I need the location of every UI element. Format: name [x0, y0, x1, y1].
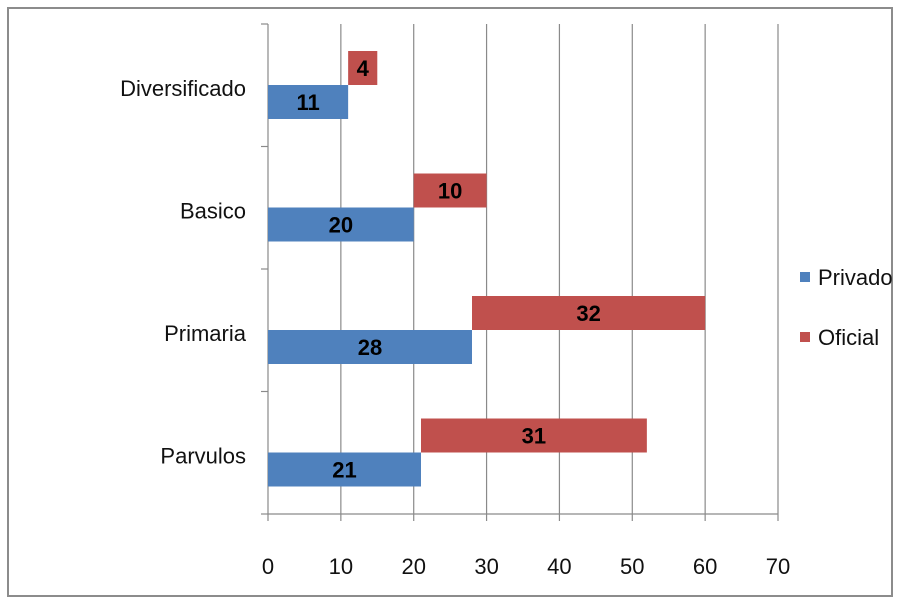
labels: 0 10 20 30 40 50 60 70 Parvulos 21 31 Primaria 28 32 B… — [120, 56, 790, 579]
x-tick-label-20: 20 — [401, 554, 425, 579]
x-tick-label-40: 40 — [547, 554, 571, 579]
data-label-privado-primaria: 28 — [358, 335, 382, 360]
x-tick-label-30: 30 — [474, 554, 498, 579]
legend-swatch-privado — [800, 272, 810, 282]
data-label-oficial-parvulos: 31 — [522, 424, 546, 449]
bar-oficial-primaria — [472, 296, 706, 330]
category-label-basico: Basico — [180, 199, 246, 224]
x-tick-label-70: 70 — [766, 554, 790, 579]
bar-privado-parvulos — [268, 452, 421, 487]
legend-swatch-oficial — [800, 332, 810, 342]
legend-label-oficial: Oficial — [818, 325, 879, 350]
data-label-oficial-diversificado: 4 — [357, 56, 370, 81]
bar-privado-diversificado — [268, 85, 349, 119]
x-tick-label-0: 0 — [262, 554, 274, 579]
bar-privado-primaria — [268, 330, 472, 364]
bar-oficial-parvulos — [421, 418, 647, 453]
data-label-privado-diversificado: 11 — [296, 90, 319, 115]
data-label-privado-basico: 20 — [329, 213, 353, 238]
category-label-primaria: Primaria — [164, 321, 247, 346]
bar-oficial-basico — [413, 173, 487, 208]
chart-frame — [7, 7, 893, 597]
data-label-privado-parvulos: 21 — [332, 458, 356, 483]
x-tick-label-10: 10 — [329, 554, 353, 579]
legend-label-privado: Privado — [818, 265, 893, 290]
category-label-parvulos: Parvulos — [160, 444, 246, 469]
data-label-oficial-basico: 10 — [438, 179, 462, 204]
bar-oficial-diversificado — [348, 51, 378, 85]
x-tick-label-60: 60 — [693, 554, 717, 579]
x-tick-label-50: 50 — [620, 554, 644, 579]
data-label-oficial-primaria: 32 — [576, 301, 600, 326]
bar-privado-basico — [268, 207, 414, 242]
bars — [268, 51, 706, 487]
legend: Privado Oficial — [800, 265, 893, 350]
category-label-diversificado: Diversificado — [120, 76, 246, 101]
